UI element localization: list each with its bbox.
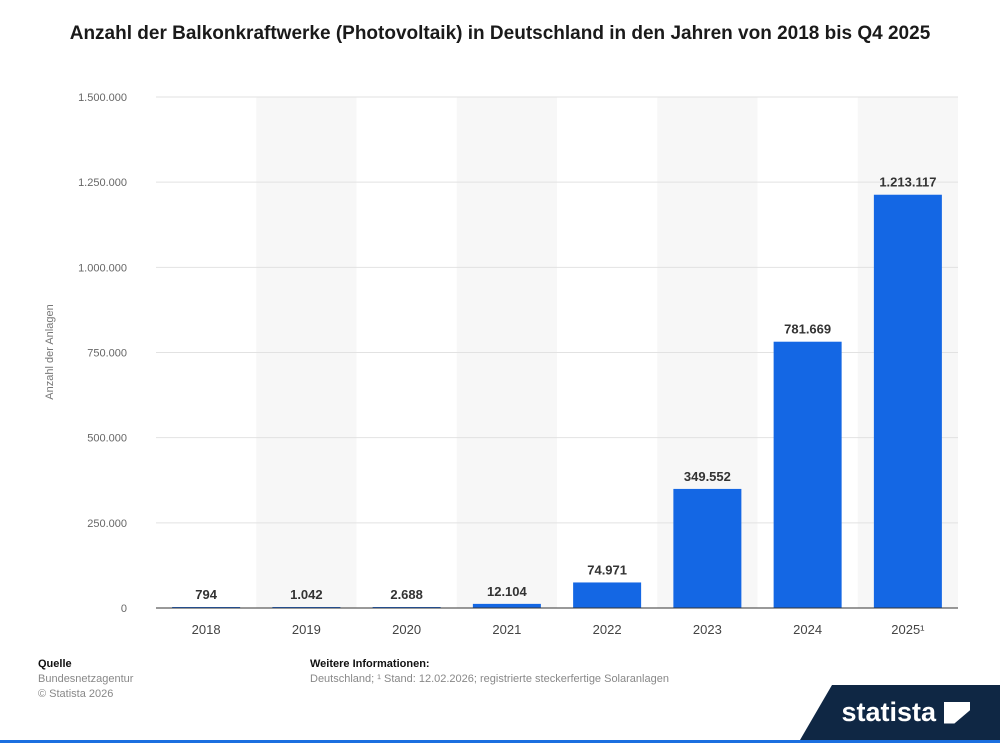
bars xyxy=(172,194,942,608)
x-tick-label: 2024 xyxy=(793,622,822,637)
x-tick-label: 2018 xyxy=(192,622,221,637)
x-tick-label: 2020 xyxy=(392,622,421,637)
value-label: 781.669 xyxy=(784,322,831,337)
value-label: 74.971 xyxy=(587,562,627,577)
y-tick-label: 250.000 xyxy=(87,518,127,530)
x-tick-label: 2023 xyxy=(693,622,722,637)
y-axis-ticks: 0 250.000 500.000 750.000 1.000.000 1.250.000… xyxy=(78,92,127,615)
value-label: 794 xyxy=(195,587,217,602)
y-tick-label: 0 xyxy=(121,603,127,615)
y-axis-label: Anzahl der Anlagen xyxy=(44,304,56,399)
x-tick-label: 2025¹ xyxy=(891,622,925,637)
y-tick-label: 1.000.000 xyxy=(78,262,127,274)
bar xyxy=(673,488,742,608)
value-label: 12.104 xyxy=(487,584,528,599)
info-heading: Weitere Informationen: xyxy=(310,658,430,670)
y-tick-label: 1.500.000 xyxy=(78,92,127,104)
value-label: 1.042 xyxy=(290,587,323,602)
info-text: Deutschland; ¹ Stand: 12.02.2026; regist… xyxy=(310,673,669,685)
value-label: 1.213.117 xyxy=(879,175,936,190)
value-label: 349.552 xyxy=(684,469,731,484)
x-tick-label: 2019 xyxy=(292,622,321,637)
y-tick-label: 1.250.000 xyxy=(78,177,127,189)
statista-mark-icon xyxy=(944,701,970,724)
chart-title: Anzahl der Balkonkraftwerke (Photovoltai… xyxy=(69,23,931,44)
value-label: 2.688 xyxy=(390,587,423,602)
brand-name: statista xyxy=(841,697,936,727)
info-block: Weitere Informationen: Deutschland; ¹ St… xyxy=(310,657,669,687)
bar xyxy=(472,603,541,608)
x-axis-ticks: 2018 2019 2020 2021 2022 2023 2024 2025¹ xyxy=(192,622,926,637)
y-tick-label: 750.000 xyxy=(87,348,127,360)
source-block: Quelle Bundesnetzagentur © Statista 2026 xyxy=(38,657,133,702)
source-line: Bundesnetzagentur xyxy=(38,673,134,685)
x-tick-label: 2022 xyxy=(593,622,622,637)
brand-bar xyxy=(0,740,1000,743)
bar-chart: 794 1.042 2.688 12.104 74.971 349.552 781.669 1… xyxy=(44,92,958,637)
value-labels: 794 1.042 2.688 12.104 74.971 349.552 781.669 1… xyxy=(195,175,936,602)
y-tick-label: 500.000 xyxy=(87,433,127,445)
x-tick-label: 2021 xyxy=(492,622,521,637)
bar xyxy=(773,341,842,608)
copyright-line: © Statista 2026 xyxy=(38,688,114,700)
bar xyxy=(873,194,942,608)
bar xyxy=(573,582,642,608)
statista-logo[interactable]: statista xyxy=(800,685,1000,740)
source-heading: Quelle xyxy=(38,658,72,670)
